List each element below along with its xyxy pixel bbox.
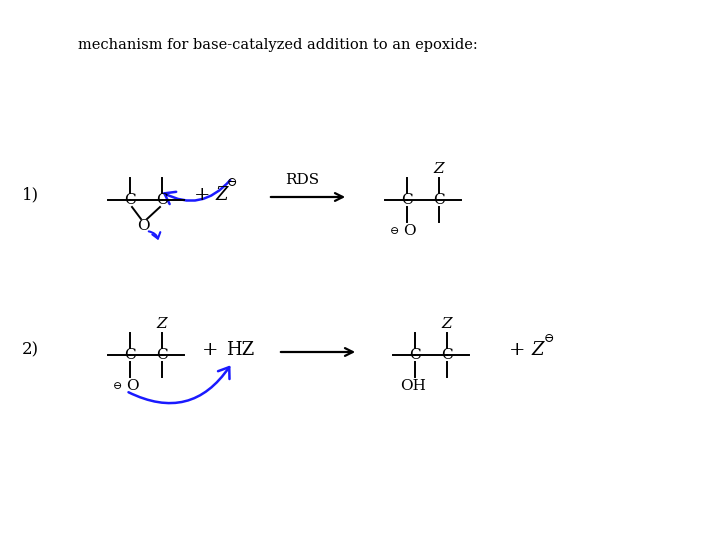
Text: C: C — [124, 193, 136, 207]
Text: RDS: RDS — [285, 173, 319, 187]
Text: C: C — [433, 193, 445, 207]
FancyArrowPatch shape — [149, 231, 161, 239]
Text: C: C — [441, 348, 453, 362]
Text: Z: Z — [441, 317, 452, 331]
Text: ⊖: ⊖ — [390, 226, 400, 236]
Text: HZ: HZ — [226, 341, 254, 359]
Text: C: C — [409, 348, 420, 362]
Text: O: O — [126, 379, 138, 393]
Text: ⊖: ⊖ — [227, 177, 238, 190]
Text: 2): 2) — [22, 341, 39, 359]
Text: O: O — [137, 219, 149, 233]
Text: Z: Z — [532, 341, 544, 359]
Text: Z: Z — [216, 186, 228, 204]
Text: C: C — [156, 193, 168, 207]
Text: C: C — [156, 348, 168, 362]
Text: +: + — [194, 186, 210, 204]
Text: +: + — [202, 341, 218, 359]
Text: mechanism for base-catalyzed addition to an epoxide:: mechanism for base-catalyzed addition to… — [78, 38, 478, 52]
Text: C: C — [124, 348, 136, 362]
Text: O: O — [402, 224, 415, 238]
Text: Z: Z — [157, 317, 167, 331]
FancyArrowPatch shape — [164, 180, 230, 204]
FancyArrowPatch shape — [128, 367, 230, 403]
Text: +: + — [509, 341, 526, 359]
Text: 1): 1) — [22, 186, 39, 204]
Text: ⊖: ⊖ — [113, 381, 122, 391]
Text: ⊖: ⊖ — [544, 332, 554, 345]
Text: C: C — [401, 193, 413, 207]
Text: Z: Z — [433, 162, 444, 176]
Text: OH: OH — [400, 379, 426, 393]
